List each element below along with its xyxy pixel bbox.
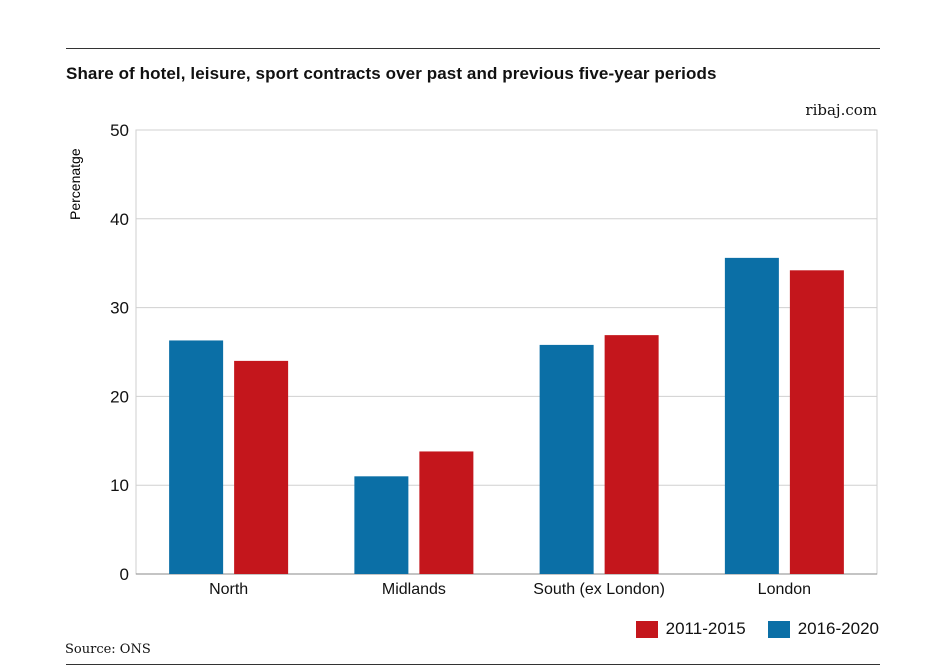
bar: [169, 340, 224, 574]
legend-swatch-red: [635, 620, 658, 638]
bar: [354, 476, 409, 574]
y-tick-labels: 0 10 20 30 40 50: [110, 121, 129, 584]
bar: [419, 451, 474, 574]
legend-label: 2011-2015: [665, 619, 746, 638]
bar: [789, 270, 844, 574]
legend-swatch-blue: [767, 620, 790, 638]
y-tick-label: 30: [110, 299, 129, 318]
chart-title: Share of hotel, leisure, sport contracts…: [66, 64, 717, 83]
legend-item: 2011-2015: [635, 619, 746, 639]
y-tick-label: 40: [110, 210, 129, 229]
x-tick-label: South (ex London): [533, 581, 665, 598]
x-tick-label: Midlands: [382, 581, 446, 598]
y-axis-label: Percenatge: [67, 148, 83, 220]
legend-label: 2016-2020: [797, 619, 879, 638]
bar: [234, 360, 289, 574]
y-tick-label: 50: [110, 121, 129, 140]
top-rule: [66, 48, 880, 49]
source-note: Source: ONS: [65, 642, 151, 657]
x-tick-labels: North Midlands South (ex London) London: [209, 581, 811, 598]
x-tick-label: London: [758, 581, 811, 598]
site-credit: ribaj.com: [805, 101, 877, 119]
legend-item: 2016-2020: [767, 619, 879, 639]
y-tick-label: 20: [110, 387, 129, 406]
bars: [169, 257, 844, 574]
y-tick-label: 10: [110, 476, 129, 495]
bar: [724, 257, 779, 574]
y-tick-label: 0: [120, 565, 129, 584]
bar: [539, 344, 594, 574]
bottom-rule: [66, 664, 880, 665]
legend: 2011-2015 2016-2020: [614, 619, 879, 639]
bar: [604, 335, 659, 574]
x-tick-label: North: [209, 581, 248, 598]
